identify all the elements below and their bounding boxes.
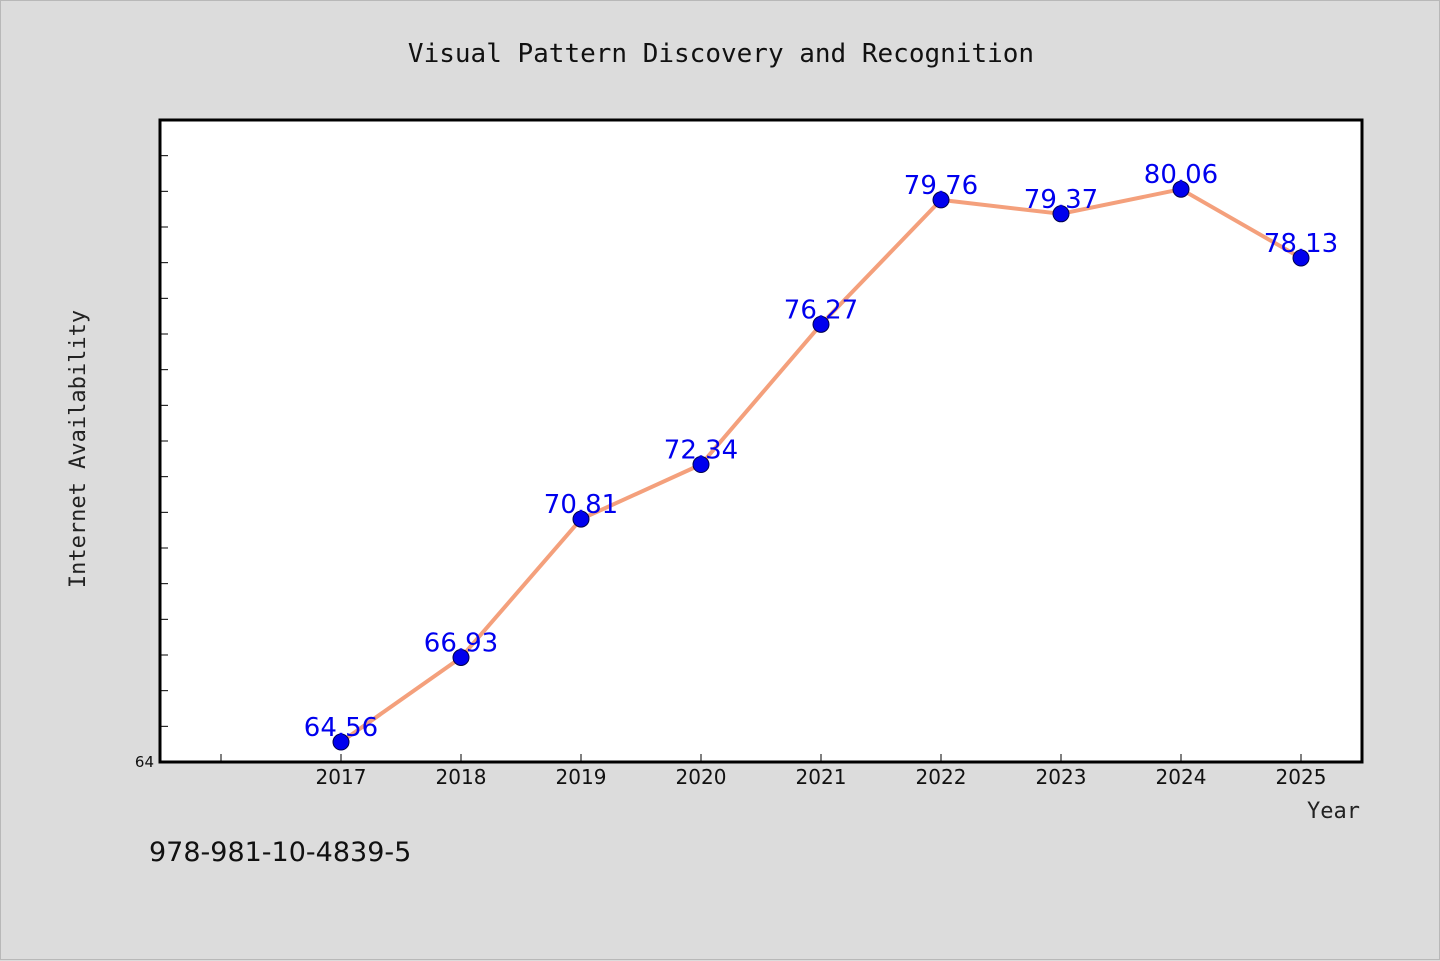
plot-area bbox=[160, 120, 1362, 762]
data-label: 66.93 bbox=[424, 628, 498, 658]
isbn-code: 978-981-10-4839-5 bbox=[149, 837, 412, 868]
data-point bbox=[572, 510, 590, 528]
data-label: 72.34 bbox=[664, 436, 738, 466]
x-tick-label: 2025 bbox=[1276, 765, 1327, 789]
data-point bbox=[932, 191, 950, 209]
data-point bbox=[812, 315, 830, 333]
data-point bbox=[332, 733, 350, 751]
data-label: 78.13 bbox=[1264, 229, 1338, 259]
data-point bbox=[1292, 249, 1310, 267]
data-point bbox=[1052, 205, 1070, 223]
data-point-markers bbox=[332, 180, 1310, 751]
plot-frame bbox=[158, 118, 1364, 764]
x-tick-label: 2021 bbox=[796, 765, 847, 789]
x-axis-title: Year bbox=[1307, 799, 1360, 824]
data-point bbox=[692, 456, 710, 474]
data-point bbox=[1172, 180, 1190, 198]
data-label: 76.27 bbox=[784, 295, 858, 325]
data-label: 79.37 bbox=[1024, 185, 1098, 215]
data-label: 79.76 bbox=[904, 171, 978, 201]
y-axis-title: Internet Availability bbox=[66, 310, 91, 588]
x-tick-label: 2020 bbox=[676, 765, 727, 789]
data-label: 70.81 bbox=[544, 490, 618, 520]
x-tick-label: 2019 bbox=[556, 765, 607, 789]
x-tick-label: 2018 bbox=[436, 765, 487, 789]
data-label: 64.56 bbox=[304, 713, 378, 743]
x-tick-label: 2024 bbox=[1156, 765, 1207, 789]
y-tick-label: 64 bbox=[135, 753, 154, 771]
data-point bbox=[452, 648, 470, 666]
x-axis-ticks: 2017 2018 2019 2020 2021 2022 2023 2024 2025 bbox=[220, 754, 1327, 789]
data-labels: 64.56 66.93 70.81 72.34 76.27 79.76 79.37 80.06… bbox=[304, 160, 1338, 743]
x-tick-label: 2023 bbox=[1036, 765, 1087, 789]
x-tick-label: 2017 bbox=[316, 765, 367, 789]
chart-title: Visual Pattern Discovery and Recognition bbox=[408, 39, 1034, 69]
data-label: 80.06 bbox=[1144, 160, 1218, 190]
x-tick-label: 2022 bbox=[916, 765, 967, 789]
